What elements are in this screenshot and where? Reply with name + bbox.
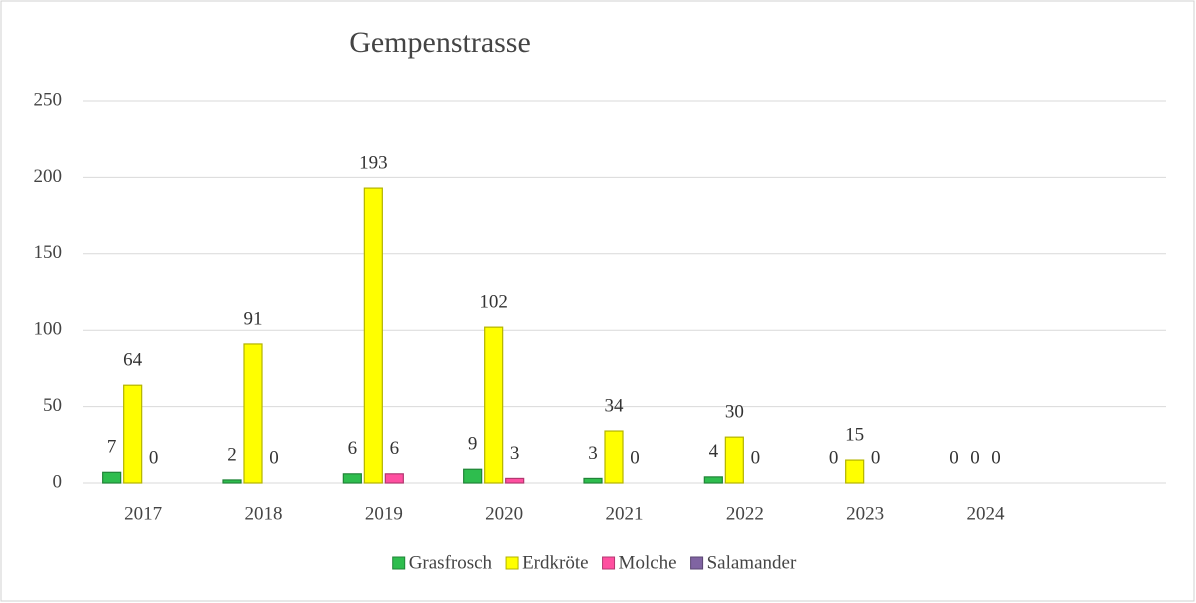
bar (384, 473, 404, 484)
value-label: 6 (390, 438, 400, 459)
legend-label: Grasfrosch (409, 552, 493, 573)
x-tick-label: 2020 (485, 503, 523, 524)
x-tick-label: 2022 (726, 503, 764, 524)
value-label: 193 (359, 152, 388, 173)
y-tick-label: 100 (34, 319, 63, 340)
y-tick-label: 0 (53, 471, 63, 492)
y-tick-label: 250 (34, 89, 63, 110)
value-label: 0 (751, 447, 761, 468)
legend-swatch (505, 556, 519, 570)
x-tick-label: 2018 (245, 503, 283, 524)
bar (703, 476, 723, 484)
bar (123, 384, 143, 484)
x-tick-label: 2019 (365, 503, 403, 524)
value-label: 0 (630, 447, 640, 468)
bar (583, 477, 603, 484)
bar (463, 468, 483, 484)
value-label: 0 (829, 447, 839, 468)
bar (484, 326, 504, 484)
legend-swatch (392, 556, 406, 570)
value-label: 102 (479, 292, 508, 313)
bar (505, 477, 525, 484)
value-label: 91 (244, 308, 263, 329)
legend-swatch (602, 556, 616, 570)
chart-title: Gempenstrasse (349, 26, 531, 59)
bar (724, 436, 744, 484)
value-label: 9 (468, 434, 478, 455)
bar (222, 479, 242, 484)
value-label: 0 (970, 447, 980, 468)
x-tick-label: 2021 (606, 503, 644, 524)
x-tick-label: 2023 (846, 503, 884, 524)
value-label: 3 (510, 443, 520, 464)
y-tick-label: 200 (34, 166, 63, 187)
value-label: 0 (949, 447, 959, 468)
bar (604, 430, 624, 484)
legend-label: Erdkröte (522, 552, 588, 573)
legend-swatch (690, 556, 704, 570)
value-label: 7 (107, 437, 117, 458)
value-label: 34 (605, 395, 625, 416)
bar (342, 473, 362, 484)
value-label: 0 (269, 447, 279, 468)
value-label: 3 (588, 443, 598, 464)
x-tick-label: 2017 (124, 503, 162, 524)
value-label: 4 (709, 441, 719, 462)
value-label: 2 (227, 444, 237, 465)
value-label: 64 (123, 350, 143, 371)
bar (845, 459, 865, 484)
bar (363, 187, 383, 484)
y-tick-label: 50 (43, 395, 62, 416)
value-label: 0 (149, 447, 159, 468)
legend-label: Molche (619, 552, 677, 573)
legend-label: Salamander (707, 552, 797, 573)
bar (243, 343, 263, 484)
value-label: 6 (348, 438, 358, 459)
value-label: 30 (725, 402, 744, 423)
x-tick-label: 2024 (967, 503, 1006, 524)
value-label: 15 (845, 424, 864, 445)
y-tick-label: 150 (34, 242, 63, 263)
value-label: 0 (871, 447, 881, 468)
value-label: 0 (991, 447, 1001, 468)
bar (102, 471, 122, 484)
